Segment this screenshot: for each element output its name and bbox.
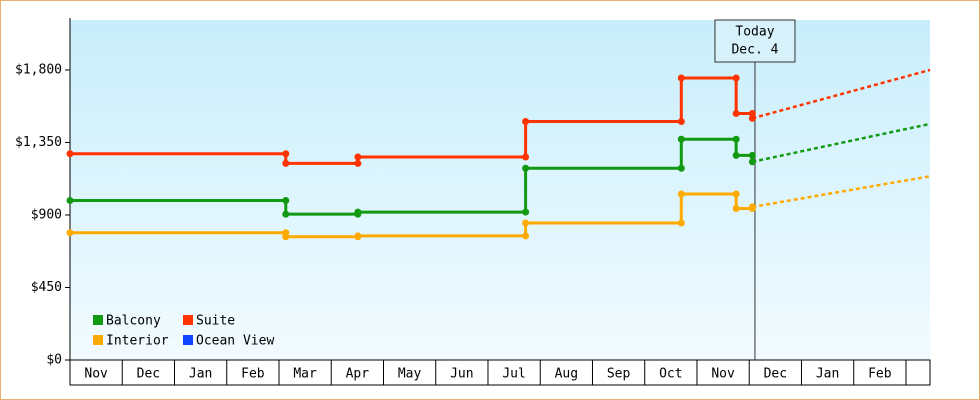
price-marker (677, 190, 685, 198)
x-tick-label: May (398, 367, 422, 382)
price-marker (522, 153, 530, 161)
price-marker (748, 158, 756, 166)
price-marker (748, 203, 756, 211)
legend-label: Interior (106, 334, 169, 349)
price-marker (677, 118, 685, 126)
x-tick-label: Aug (555, 367, 578, 382)
forecast-line (752, 175, 931, 209)
today-label: Today (735, 25, 774, 40)
legend-swatch (93, 335, 103, 345)
x-tick-label: Mar (293, 367, 317, 382)
price-marker (677, 135, 685, 143)
y-tick-label: $1,350 (15, 135, 62, 150)
y-tick-label: $450 (31, 280, 62, 295)
x-tick-label: Feb (241, 367, 265, 382)
price-marker (522, 232, 530, 240)
price-marker (732, 151, 740, 159)
price-marker (732, 135, 740, 143)
price-marker (282, 233, 290, 241)
price-marker (66, 150, 74, 158)
price-marker (354, 153, 362, 161)
x-tick-label: Oct (659, 367, 682, 382)
price-marker (748, 151, 756, 159)
price-marker (354, 232, 362, 240)
legend-swatch (183, 335, 193, 345)
forecast-line (752, 68, 931, 120)
x-tick-label: Feb (868, 367, 892, 382)
price-marker (677, 219, 685, 227)
price-marker (677, 74, 685, 82)
price-marker (282, 210, 290, 218)
y-tick-label: $0 (46, 353, 62, 368)
x-tick-label: Jan (189, 367, 212, 382)
x-tick-label: Nov (711, 367, 735, 382)
today-box (714, 19, 796, 63)
price-marker (522, 208, 530, 216)
price-marker (748, 109, 756, 117)
forecast-line (752, 122, 931, 164)
x-tick-label: Dec (764, 367, 787, 382)
price-marker (732, 205, 740, 213)
price-marker (66, 196, 74, 204)
legend-swatch (183, 315, 193, 325)
x-tick-label: Apr (346, 367, 370, 382)
y-tick-label: $900 (31, 207, 62, 222)
y-tick-label: $1,800 (15, 62, 62, 77)
price-marker (732, 190, 740, 198)
x-tick-label: Dec (137, 367, 160, 382)
legend-label: Suite (196, 314, 235, 329)
x-tick-label: Sep (607, 367, 631, 382)
price-marker (282, 159, 290, 167)
price-marker (354, 159, 362, 167)
today-label: Dec. 4 (731, 43, 778, 58)
price-marker (522, 164, 530, 172)
x-tick-label: Nov (84, 367, 108, 382)
legend-label: Ocean View (196, 334, 274, 349)
price-marker (522, 118, 530, 126)
price-marker (282, 150, 290, 158)
x-tick-label: Jul (502, 367, 525, 382)
legend-swatch (93, 315, 103, 325)
x-tick-label: Jan (816, 367, 839, 382)
price-marker (732, 109, 740, 117)
price-marker (732, 74, 740, 82)
x-tick-label: Jun (450, 367, 473, 382)
price-marker (282, 196, 290, 204)
legend-label: Balcony (106, 314, 161, 329)
x-axis-band (69, 359, 931, 386)
price-marker (354, 208, 362, 216)
price-marker (677, 164, 685, 172)
price-marker (522, 219, 530, 227)
price-marker (748, 114, 756, 122)
plot-area (70, 20, 930, 360)
price-marker (66, 229, 74, 237)
